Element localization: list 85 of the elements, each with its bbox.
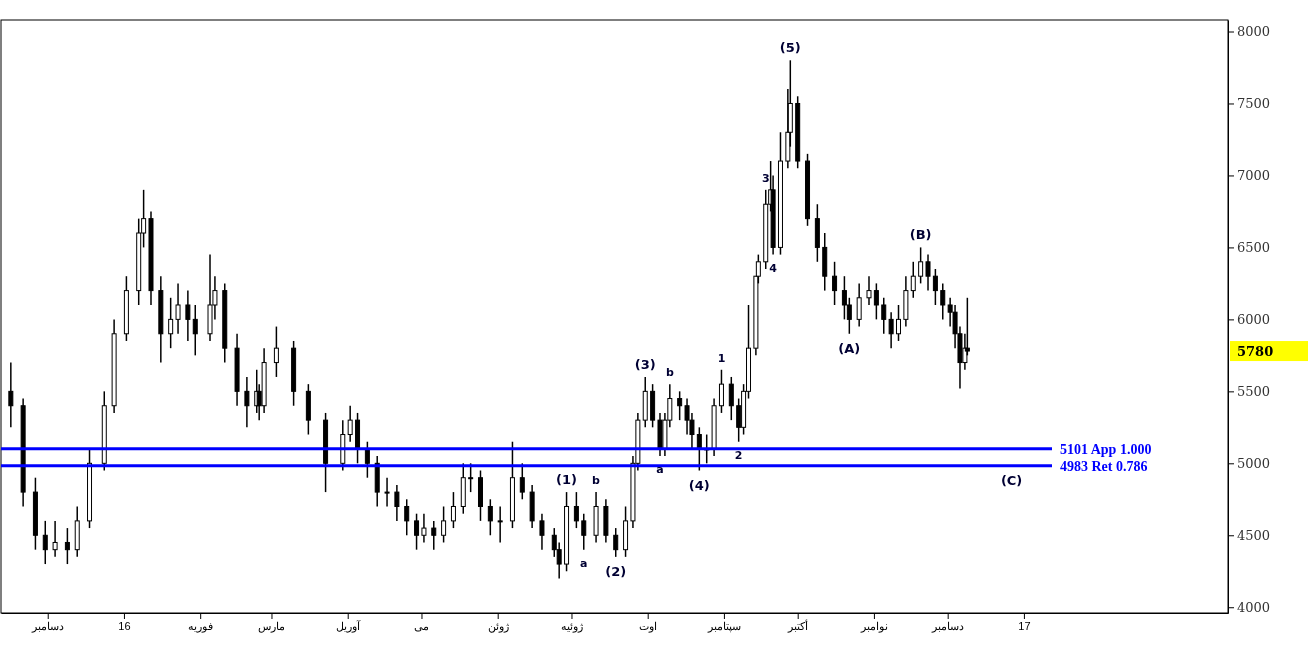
annotation: 3	[761, 171, 770, 185]
y-tick-label: 6500	[1237, 240, 1271, 256]
candlestick	[244, 376, 250, 429]
candlestick	[718, 369, 724, 414]
annotation: b	[665, 366, 674, 380]
annotation: (5)	[779, 40, 801, 56]
candlestick	[450, 491, 456, 529]
x-tick-label: ژوئیه	[560, 619, 583, 633]
y-tick-label: 4500	[1237, 527, 1271, 543]
candlestick	[573, 491, 579, 529]
annotation: b	[592, 474, 601, 488]
candlestick	[539, 512, 545, 551]
candlestick	[64, 527, 70, 565]
annotation: (B)	[909, 227, 932, 243]
candlestick	[384, 476, 390, 508]
y-tick-label: 5500	[1237, 384, 1271, 399]
candlestick	[185, 289, 191, 342]
candlestick	[866, 275, 872, 306]
y-tick-label: 7500	[1237, 96, 1271, 112]
candlestick	[441, 505, 447, 544]
candlestick	[497, 505, 503, 544]
annotation: 4	[769, 261, 778, 275]
candlestick	[394, 484, 400, 522]
x-tick-label: سپتامبر	[706, 619, 741, 633]
x-tick-label: نوامبر	[859, 619, 888, 633]
annotation: (A)	[838, 340, 861, 356]
candlestick	[168, 297, 174, 349]
x-tick-label: اوت	[639, 619, 658, 633]
candlestick	[52, 520, 58, 558]
candlestick	[421, 512, 427, 544]
candlestick	[487, 498, 493, 537]
candlestick	[364, 440, 370, 479]
candlestick	[856, 282, 862, 328]
y-tick-label: 8000	[1237, 24, 1271, 40]
candlestick	[519, 462, 525, 501]
y-tick-label: 4000	[1237, 599, 1271, 615]
annotation: (C)	[1000, 472, 1023, 488]
x-tick-label: دسامبر	[931, 619, 965, 633]
x-tick-label: 16	[118, 619, 131, 632]
candlestick	[8, 361, 14, 429]
annotation: 1	[717, 351, 726, 365]
candlestick	[468, 462, 474, 493]
candlestick	[918, 246, 924, 285]
annotation: 2	[734, 448, 743, 462]
candlestick	[192, 304, 198, 357]
y-tick-label: 7000	[1237, 168, 1271, 184]
y-tick-label: 6000	[1237, 312, 1271, 328]
x-tick-label: آوریل	[336, 619, 362, 633]
candlestick	[888, 311, 894, 349]
candlestick	[613, 527, 619, 558]
candlestick	[42, 520, 48, 565]
ref-line-label: 5101 App 1.000	[1060, 441, 1152, 457]
candlestick	[940, 282, 946, 321]
annotation: (1)	[556, 472, 578, 488]
annotation: a	[580, 556, 588, 570]
x-tick-label: دسامبر	[31, 619, 65, 633]
candlestick	[347, 404, 353, 443]
ref-line-label: 4983 Ret 0.786	[1060, 458, 1148, 474]
annotation: a	[656, 463, 664, 477]
candlestick	[925, 253, 931, 292]
candlestick	[881, 297, 887, 335]
annotation: (2)	[605, 563, 627, 579]
candlestick	[896, 304, 902, 342]
candlestick	[910, 261, 916, 299]
candlestick	[273, 325, 279, 378]
x-tick-label: فوریه	[188, 619, 214, 633]
candlestick	[431, 520, 437, 551]
candlestick	[873, 282, 879, 321]
candlestick	[677, 390, 683, 421]
x-tick-label: می	[414, 619, 430, 632]
x-tick-label: أکتبر	[787, 618, 809, 633]
candlestick	[581, 512, 587, 551]
candlestick	[414, 512, 420, 551]
candlestick	[175, 282, 181, 335]
text: 5780	[1237, 344, 1274, 360]
candlestick	[404, 498, 410, 537]
x-tick-label: 17	[1018, 619, 1031, 632]
candlestick	[728, 376, 734, 421]
x-tick-label: ژوئن	[487, 619, 509, 633]
annotation: (3)	[634, 356, 656, 372]
annotation: (4)	[688, 477, 710, 493]
y-tick-label: 5000	[1237, 455, 1271, 471]
candlestick	[932, 268, 938, 306]
x-tick-label: مارس	[258, 619, 286, 633]
candlestick	[832, 261, 838, 306]
